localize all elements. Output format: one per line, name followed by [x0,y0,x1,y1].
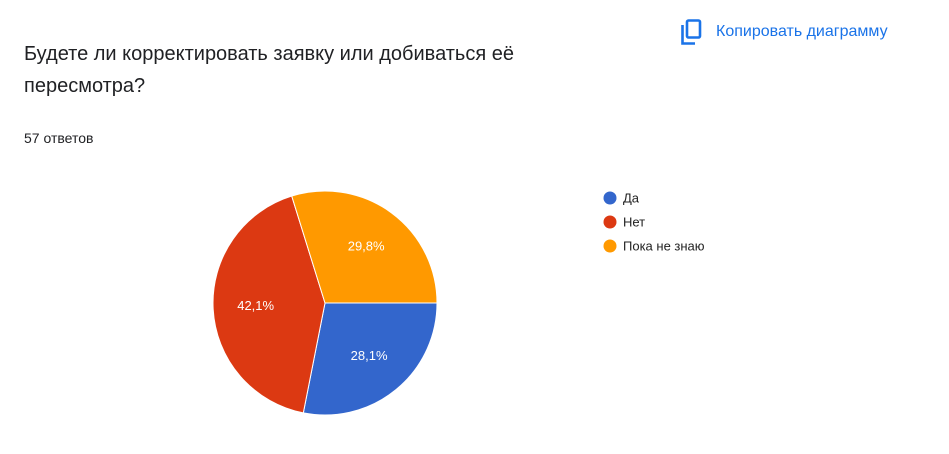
slice-label: 42,1% [237,298,274,313]
legend-label: Нет [623,214,645,229]
legend-swatch [603,239,617,253]
chart-title: Будете ли корректировать заявку или доби… [24,43,514,97]
copy-label[interactable]: Копировать диаграмму [716,23,888,40]
slice-label: 29,8% [348,239,385,254]
legend-label: Да [623,190,640,205]
slice-label: 28,1% [351,348,388,363]
legend-swatch [603,215,617,229]
chart-subtitle: 57 ответов [24,130,94,146]
legend-label: Пока не знаю [623,238,705,253]
copy-button[interactable]: Копировать диаграмму [680,18,888,46]
copy-icon [681,19,702,45]
pie-slice [212,195,326,414]
pie-slice [291,190,438,304]
pie-slice [302,302,438,416]
legend-swatch [603,191,617,205]
